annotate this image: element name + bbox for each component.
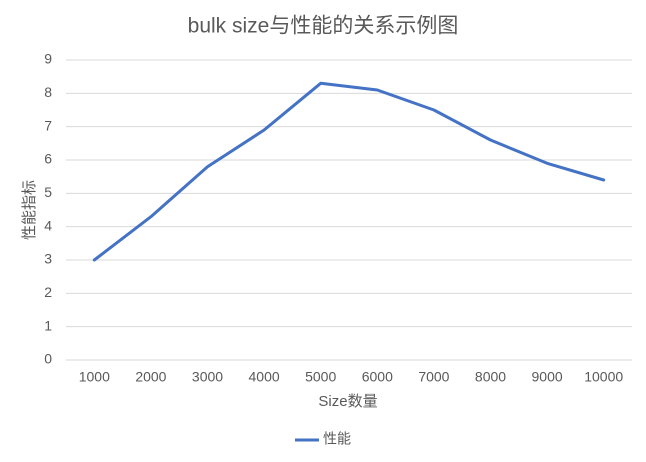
- y-tick-label: 4: [44, 217, 52, 233]
- x-tick-label: 1000: [79, 369, 110, 385]
- y-tick-label: 5: [44, 184, 52, 200]
- x-tick-label: 8000: [475, 369, 506, 385]
- x-tick-label: 2000: [135, 369, 166, 385]
- legend-label: 性能: [323, 431, 351, 447]
- y-axis-title: 性能指标: [21, 180, 38, 240]
- line: [92, 81, 606, 262]
- y-tick-label: 3: [44, 251, 52, 267]
- chart-title: bulk size与性能的关系示例图: [188, 15, 459, 38]
- x-tick-label: 9000: [532, 369, 563, 385]
- x-tick-label: 4000: [249, 369, 280, 385]
- y-tick-label: 8: [44, 84, 52, 100]
- y-tick-label: 1: [44, 317, 52, 333]
- y-tick-label: 7: [44, 117, 52, 133]
- y-tick-label: 2: [44, 284, 52, 300]
- x-tick-label: 10000: [584, 369, 623, 385]
- x-axis-title: Size数量: [318, 393, 377, 410]
- x-tick-label: 5000: [305, 369, 336, 385]
- x-tick-label: 7000: [418, 369, 449, 385]
- x-tick-label: 3000: [192, 369, 223, 385]
- y-tick-label: 0: [44, 351, 52, 367]
- y-tick-label: 6: [44, 151, 52, 167]
- x-tick-label: 6000: [362, 369, 393, 385]
- y-tick-label: 9: [44, 51, 52, 67]
